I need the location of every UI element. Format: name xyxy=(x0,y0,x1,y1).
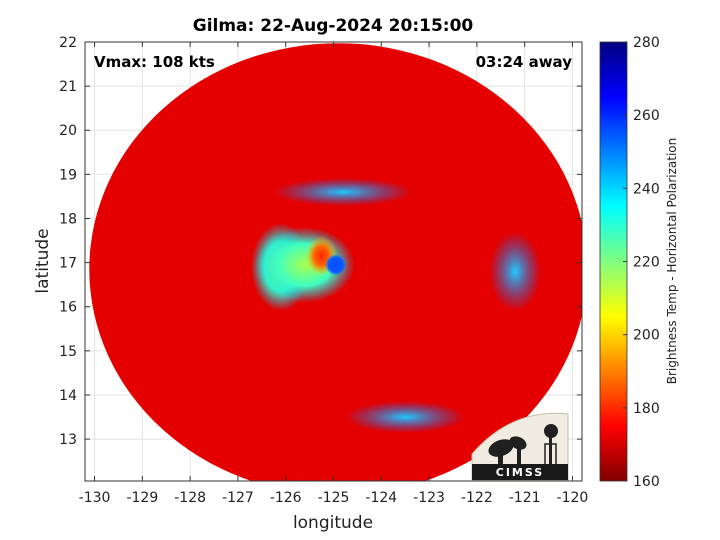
x-tick-label: -128 xyxy=(174,490,206,506)
plot-area: -130 -129 -128 -127 -126 -125 -124 -123 -122 -121… xyxy=(59,35,588,506)
colorbar: 160 180 200 220 240 260 280 xyxy=(599,35,660,490)
y-tick-label: 17 xyxy=(59,256,77,272)
cimss-logo: CIMSS xyxy=(471,412,569,481)
x-axis: -130 -129 -128 -127 -126 -125 -124 -123 -122 -121… xyxy=(79,42,589,506)
colorbar-tick-label: 260 xyxy=(633,108,660,124)
y-axis: 13 14 15 16 17 18 19 20 21 22 xyxy=(59,35,582,448)
colorbar-tick-label: 280 xyxy=(633,35,660,51)
feature-band-north xyxy=(273,178,414,207)
x-tick-label: -123 xyxy=(413,490,445,506)
x-tick-label: -122 xyxy=(461,490,493,506)
y-axis-label: latitude xyxy=(33,228,53,293)
y-tick-label: 20 xyxy=(59,123,77,139)
colorbar-tick-label: 220 xyxy=(633,255,660,271)
x-tick-label: -120 xyxy=(557,490,589,506)
logo-text: CIMSS xyxy=(496,466,544,479)
chart-title: Gilma: 22-Aug-2024 20:15:00 xyxy=(193,16,474,36)
feature-eye xyxy=(324,253,347,276)
colorbar-tick-label: 240 xyxy=(633,181,660,197)
vmax-annotation: Vmax: 108 kts xyxy=(94,53,215,71)
y-tick-label: 13 xyxy=(59,432,77,448)
colorbar-tick-label: 160 xyxy=(633,474,660,490)
feature-band-east xyxy=(489,231,542,312)
swath-field xyxy=(89,43,582,481)
x-tick-label: -126 xyxy=(270,490,302,506)
y-tick-label: 19 xyxy=(59,167,77,183)
x-tick-label: -130 xyxy=(79,490,111,506)
y-tick-label: 18 xyxy=(59,211,77,227)
y-tick-label: 16 xyxy=(59,300,77,316)
x-tick-label: -121 xyxy=(509,490,541,506)
away-annotation: 03:24 away xyxy=(476,53,573,71)
colorbar-gradient xyxy=(599,41,628,482)
y-tick-label: 21 xyxy=(59,79,77,95)
x-tick-label: -127 xyxy=(222,490,254,506)
x-tick-label: -125 xyxy=(318,490,350,506)
colorbar-tick-label: 200 xyxy=(633,328,660,344)
y-tick-label: 15 xyxy=(59,344,77,360)
feature-band-south xyxy=(345,401,466,434)
x-axis-label: longitude xyxy=(293,513,373,533)
x-tick-label: -124 xyxy=(365,490,397,506)
colorbar-tick-label: 180 xyxy=(633,401,660,417)
y-tick-label: 14 xyxy=(59,388,77,404)
y-tick-label: 22 xyxy=(59,35,77,51)
x-tick-label: -129 xyxy=(126,490,158,506)
colorbar-label: Brightness Temp - Horizontal Polarizatio… xyxy=(665,138,679,385)
